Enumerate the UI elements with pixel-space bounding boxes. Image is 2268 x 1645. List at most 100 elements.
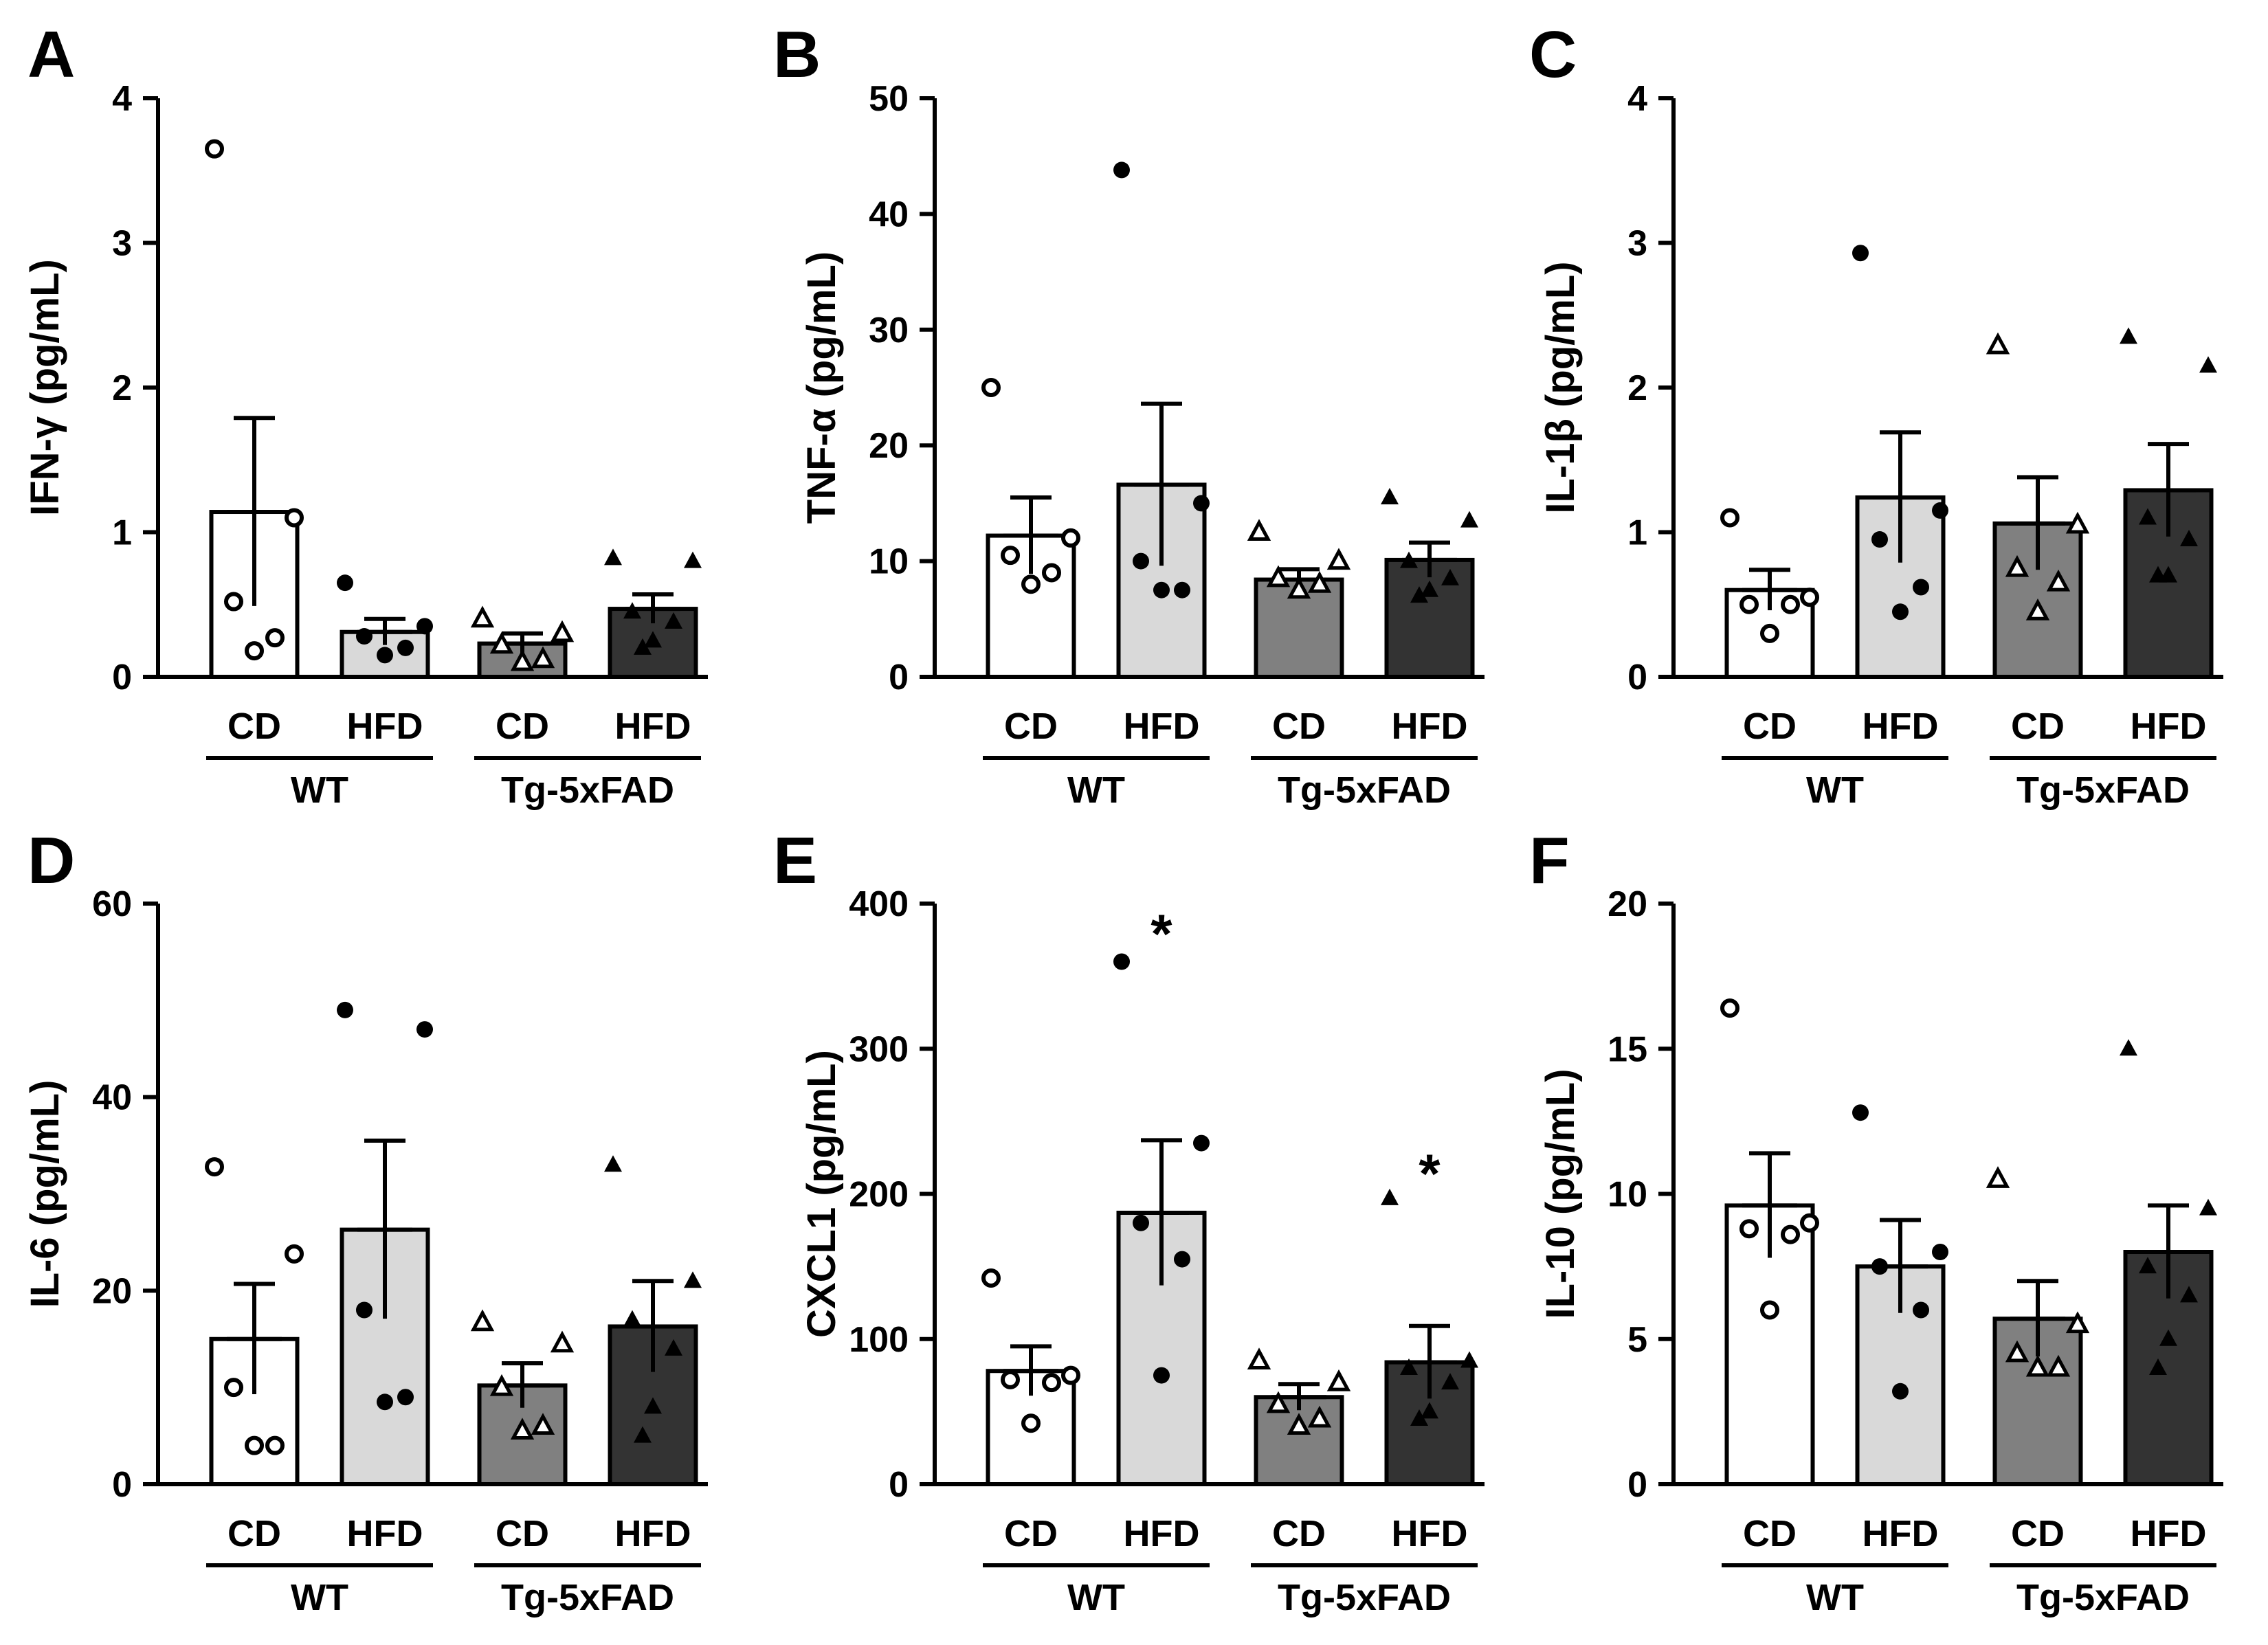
data-point xyxy=(665,1339,682,1356)
data-point xyxy=(1460,1351,1478,1368)
data-point xyxy=(1174,1251,1190,1268)
x-tick-label: CD xyxy=(1743,1513,1797,1554)
data-point xyxy=(1760,1300,1779,1320)
panel-letter: F xyxy=(1529,824,1570,897)
data-point xyxy=(1113,953,1130,970)
data-point xyxy=(470,605,495,628)
data-point xyxy=(470,1309,495,1332)
bar-hfd-tg-5xfad xyxy=(1384,1360,1475,1487)
data-point xyxy=(2046,569,2071,592)
y-tick-label: 3 xyxy=(112,224,132,264)
data-point xyxy=(1400,1358,1418,1375)
data-point xyxy=(2199,356,2217,373)
group-label: WT xyxy=(1806,1577,1864,1618)
data-point xyxy=(684,551,702,568)
x-tick-label: CD xyxy=(227,706,281,747)
y-axis-label: IFN-γ (pg/mL) xyxy=(23,259,67,516)
data-point xyxy=(285,508,304,528)
data-point xyxy=(1381,487,1399,504)
data-point xyxy=(1913,579,1929,596)
panel-letter: B xyxy=(773,18,821,91)
data-point xyxy=(2199,1198,2217,1216)
data-point xyxy=(1871,1258,1888,1275)
x-tick-label: HFD xyxy=(1863,706,1939,747)
data-point xyxy=(337,574,353,592)
data-point xyxy=(1852,1104,1869,1121)
group-label: WT xyxy=(291,770,348,811)
data-point xyxy=(1871,531,1888,548)
x-tick-label: HFD xyxy=(615,706,691,747)
x-tick-label: CD xyxy=(1272,1513,1326,1554)
y-axis-label: IL-10 (pg/mL) xyxy=(1538,1068,1583,1319)
data-point xyxy=(684,1271,702,1288)
data-point xyxy=(1760,623,1779,643)
y-tick-label: 4 xyxy=(1627,79,1647,119)
data-point xyxy=(1381,1188,1399,1205)
y-tick-label: 2 xyxy=(112,368,132,408)
data-point xyxy=(2120,327,2137,344)
data-point xyxy=(377,647,393,664)
x-tick-label: CD xyxy=(1004,706,1058,747)
x-tick-label: CD xyxy=(1272,706,1326,747)
y-tick-label: 0 xyxy=(112,1465,132,1505)
x-tick-label: HFD xyxy=(1124,706,1200,747)
y-tick-label: 20 xyxy=(869,426,909,466)
x-tick-label: HFD xyxy=(347,1513,423,1554)
data-point xyxy=(1739,1219,1759,1239)
group-label: WT xyxy=(1806,770,1864,811)
y-tick-label: 3 xyxy=(1627,224,1647,264)
panel-d: D 0 20 40 60 IL-6 (pg/mL) CD HFD CD HFD WT Tg-5xFAD xyxy=(23,824,708,1618)
x-tick-label: CD xyxy=(2011,1513,2065,1554)
y-axis-label: TNF-α (pg/mL) xyxy=(799,251,844,524)
data-point xyxy=(1720,998,1739,1018)
data-point xyxy=(1307,1405,1332,1428)
x-tick-label: HFD xyxy=(1124,1513,1200,1554)
data-point xyxy=(1441,568,1459,585)
data-point xyxy=(245,641,264,661)
y-tick-label: 2 xyxy=(1627,368,1647,408)
data-point xyxy=(2180,530,2198,547)
data-point xyxy=(489,1374,514,1396)
data-point xyxy=(1113,161,1130,179)
x-tick-label: HFD xyxy=(2131,706,2207,747)
y-tick-label: 300 xyxy=(849,1029,909,1069)
y-tick-label: 50 xyxy=(869,79,909,119)
data-point xyxy=(1400,551,1418,568)
data-point xyxy=(1266,1391,1291,1413)
panel-a: A 0 1 2 3 4 IFN-γ (pg/mL) CD HFD CD HFD WT Tg-5xFAD xyxy=(23,18,708,811)
y-tick-label: 30 xyxy=(869,311,909,350)
data-point xyxy=(1781,1224,1800,1244)
panel-letter: E xyxy=(773,824,817,897)
data-point xyxy=(1001,546,1020,566)
data-point xyxy=(416,1021,433,1038)
y-axis-label: IL-1β (pg/mL) xyxy=(1538,261,1583,513)
data-point xyxy=(1042,1373,1061,1393)
group-label: WT xyxy=(1067,1577,1125,1618)
data-point xyxy=(981,1268,1001,1288)
data-point xyxy=(510,1418,535,1440)
data-point xyxy=(1153,1367,1170,1384)
group-label: Tg-5xFAD xyxy=(1278,1577,1451,1618)
x-tick-label: CD xyxy=(1743,706,1797,747)
data-point xyxy=(604,548,622,566)
data-point xyxy=(1410,586,1428,603)
data-point xyxy=(644,631,662,648)
data-point xyxy=(1800,1213,1819,1233)
y-tick-label: 4 xyxy=(112,79,132,119)
data-point xyxy=(1247,519,1271,541)
bar-cd-wt xyxy=(209,1336,300,1486)
data-point xyxy=(1800,588,1819,607)
data-point xyxy=(634,638,652,655)
data-point xyxy=(416,618,433,635)
data-point xyxy=(2149,1358,2167,1375)
data-point xyxy=(1441,1373,1459,1390)
group-label: Tg-5xFAD xyxy=(1278,770,1451,811)
y-tick-label: 100 xyxy=(849,1320,909,1360)
data-point xyxy=(397,1389,414,1406)
y-tick-label: 40 xyxy=(869,194,909,234)
y-tick-label: 0 xyxy=(112,658,132,697)
data-point xyxy=(2139,1257,2157,1274)
data-point xyxy=(2065,1311,2090,1334)
panel-c: C 0 1 2 3 4 IL-1β (pg/mL) CD HFD CD HFD WT Tg-5xFAD xyxy=(1529,18,2223,811)
data-point xyxy=(1410,1409,1428,1426)
